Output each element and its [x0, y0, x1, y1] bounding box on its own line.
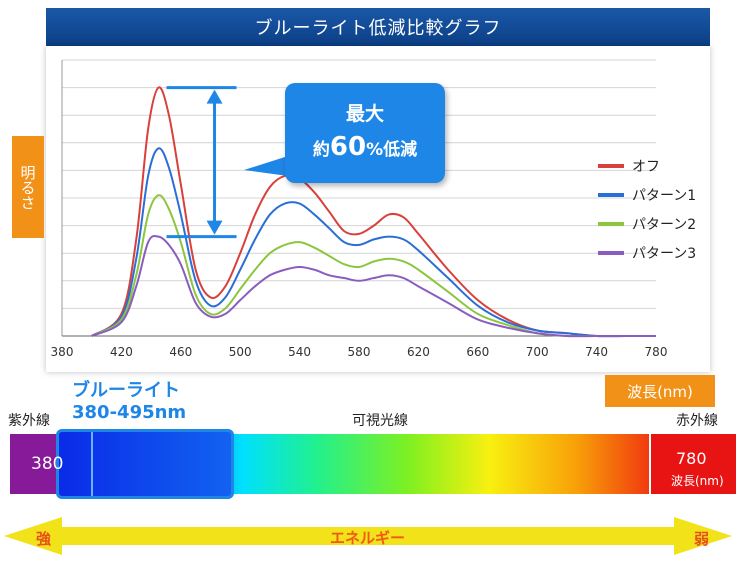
ir-label: 赤外線 [676, 413, 718, 429]
x-tick-label: 620 [407, 345, 430, 359]
x-tick-label: 580 [348, 345, 371, 359]
legend-swatch-pattern3 [598, 250, 624, 255]
reduction-arrow-head-top [206, 89, 223, 104]
x-tick-label: 780 [645, 345, 668, 359]
series-line-1 [91, 147, 656, 338]
reduction-callout: 最大 約60%低減 [285, 83, 445, 183]
legend-label-pattern1: パターン1 [632, 187, 697, 204]
callout-percent: 60 [329, 132, 367, 162]
legend-item-pattern3: パターン3 [598, 238, 696, 267]
blue-light-label: ブルーライト [72, 380, 180, 401]
legend-item-off: オフ [598, 151, 696, 180]
energy-label: エネルギー [330, 529, 406, 547]
callout-line2: 約60%低減 [285, 132, 445, 162]
x-tick-label: 540 [288, 345, 311, 359]
legend: オフ パターン1 パターン2 パターン3 [598, 151, 696, 267]
legend-swatch-off [598, 163, 624, 168]
uv-label: 紫外線 [8, 413, 50, 429]
x-tick-label: 420 [110, 345, 133, 359]
callout-suffix: %低減 [366, 140, 418, 160]
legend-swatch-pattern2 [598, 221, 624, 226]
legend-label-pattern2: パターン2 [632, 216, 697, 233]
x-tick-label: 660 [466, 345, 489, 359]
chart-title: ブルーライト低減比較グラフ [46, 8, 710, 46]
line-chart: 380 420 460 500 540 580 620 660 700 740 780 [51, 59, 668, 359]
callout-pointer [244, 156, 288, 176]
legend-item-pattern1: パターン1 [598, 180, 696, 209]
x-tick-label: 460 [169, 345, 192, 359]
energy-strong-label: 強 [36, 530, 52, 548]
uv-band [10, 434, 58, 494]
x-tick-label: 740 [585, 345, 608, 359]
callout-prefix: 約 [312, 140, 330, 160]
x-tick-label: 380 [51, 345, 74, 359]
series-line-0 [91, 86, 656, 338]
legend-swatch-pattern1 [598, 192, 624, 197]
blue-band-divider [91, 432, 93, 496]
x-tick-label: 700 [526, 345, 549, 359]
x-tick-label: 500 [229, 345, 252, 359]
legend-label-off: オフ [632, 158, 660, 175]
x-axis-unit: 波長(nm) [605, 375, 715, 407]
y-axis-label: 明るさ [12, 136, 44, 238]
spectrum-end-unit: 波長(nm) [671, 474, 724, 488]
energy-arrow [4, 517, 732, 555]
legend-item-pattern2: パターン2 [598, 209, 696, 238]
series-line-2 [91, 194, 656, 338]
callout-line1: 最大 [345, 103, 384, 125]
visible-light-label: 可視光線 [352, 413, 408, 429]
ir-band [649, 434, 736, 494]
spectrum-end-value: 780 [676, 449, 707, 468]
blue-light-band [56, 429, 234, 499]
spectrum-start-value: 380 [31, 454, 64, 474]
series-line-3 [91, 235, 656, 338]
blue-light-title: ブルーライト 380-495nm [72, 380, 186, 424]
energy-weak-label: 弱 [694, 530, 710, 548]
blue-light-range: 380-495nm [72, 402, 187, 423]
reduction-arrow-head-bottom [206, 220, 223, 235]
legend-label-pattern3: パターン3 [632, 245, 697, 262]
